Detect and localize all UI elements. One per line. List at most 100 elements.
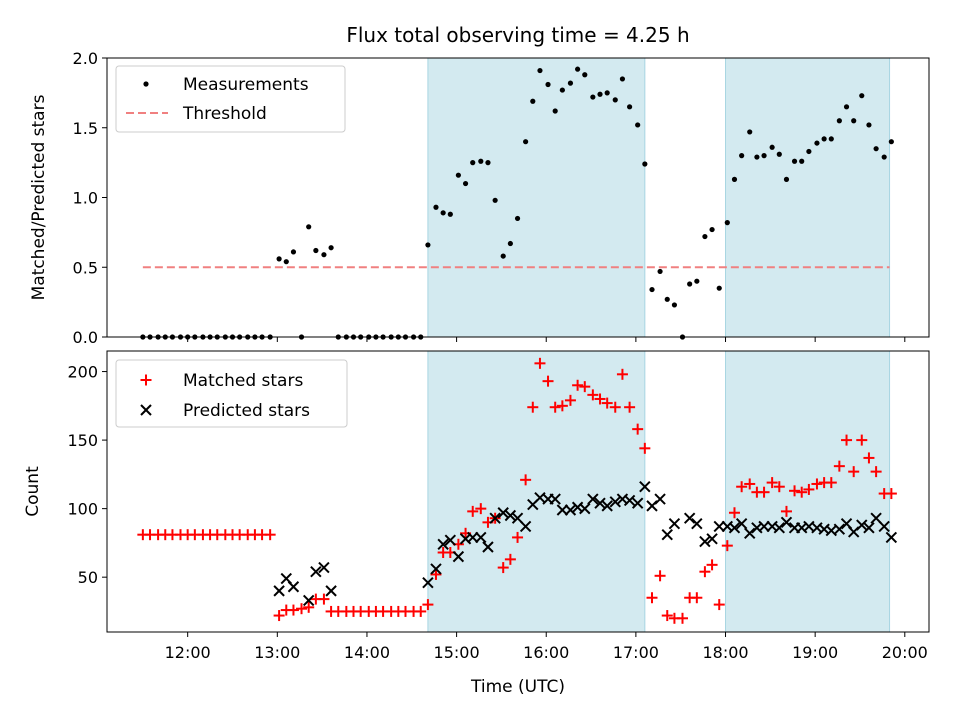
matched-star-point xyxy=(744,478,756,490)
measurement-point xyxy=(888,139,894,145)
measurement-point xyxy=(739,153,745,159)
measurement-point xyxy=(881,154,887,160)
predicted-star-point xyxy=(475,531,487,544)
matched-star-point xyxy=(833,460,845,472)
measurement-point xyxy=(828,136,834,142)
matched-star-point xyxy=(789,485,801,497)
y-tick-label: 1.5 xyxy=(73,119,98,138)
matched-star-point xyxy=(646,592,658,604)
measurement-point xyxy=(859,93,865,99)
matched-star-point xyxy=(825,477,837,489)
measurement-point xyxy=(462,180,469,187)
matched-star-point xyxy=(556,400,568,412)
measurement-point xyxy=(873,146,879,152)
predicted-star-point xyxy=(735,518,748,530)
measurement-point xyxy=(642,161,648,167)
measurement-point xyxy=(597,91,603,97)
matched-star-point xyxy=(475,503,487,515)
x-tick-label: 12:00 xyxy=(165,643,211,662)
measurement-point xyxy=(523,139,529,145)
measurement-point xyxy=(687,281,693,287)
matched-star-point xyxy=(594,393,606,405)
top-x-ticks xyxy=(187,337,906,342)
predicted-star-point xyxy=(631,497,644,509)
legend-marker-predicted xyxy=(140,404,152,416)
shaded-interval-2 xyxy=(725,57,891,338)
predicted-star-point xyxy=(549,493,561,505)
measurement-point xyxy=(559,87,565,93)
predicted-star-point xyxy=(273,585,285,597)
predicted-star-point xyxy=(587,493,599,505)
measurement-point xyxy=(783,176,790,182)
matched-star-point xyxy=(527,401,539,413)
measurement-point xyxy=(328,245,334,251)
matched-star-point xyxy=(542,375,554,387)
measurement-point xyxy=(507,240,513,247)
matched-star-point xyxy=(841,434,853,446)
measurement-point xyxy=(582,72,588,78)
predicted-star-point xyxy=(601,500,613,512)
predicted-star-point xyxy=(706,533,718,545)
measurement-point xyxy=(806,148,812,155)
measurement-point xyxy=(283,259,289,265)
x-tick-label: 14:00 xyxy=(344,643,390,662)
shaded-interval-2 xyxy=(725,350,891,633)
measurement-point xyxy=(657,268,663,275)
measurement-point xyxy=(567,80,574,86)
legend-box xyxy=(115,65,346,133)
measurement-point xyxy=(514,215,521,222)
predicted-star-point xyxy=(287,581,300,593)
matched-star-point xyxy=(661,610,673,622)
predicted-star-point xyxy=(639,480,651,493)
matched-star-point xyxy=(624,401,636,413)
measurement-point xyxy=(290,249,297,255)
matched-star-point xyxy=(885,488,897,500)
legend-marker-matched xyxy=(140,374,152,386)
predicted-star-point xyxy=(310,565,322,578)
predicted-star-point xyxy=(489,512,501,524)
measurement-point xyxy=(702,233,708,240)
bottom-shaded-intervals xyxy=(427,350,891,633)
ratio-panel: 0.00.51.01.52.0 Matched/Predicted stars … xyxy=(29,49,930,347)
bottom-y-axis-label: Count xyxy=(23,466,43,517)
matched-star-point xyxy=(870,466,882,478)
bottom-x-ticks: 12:00 13:00 14:00 15:00 16:00 17:00 18:00 19:00… xyxy=(165,632,928,662)
bottom-legend: Matched stars Predicted stars xyxy=(115,359,348,428)
matched-star-point xyxy=(430,568,442,580)
measurement-point xyxy=(552,108,558,114)
x-tick-label: 16:00 xyxy=(523,643,569,662)
matched-star-point xyxy=(706,559,718,571)
predicted-star-point xyxy=(744,527,756,540)
measurement-point xyxy=(635,122,641,128)
measurement-point xyxy=(821,136,827,142)
predicted-star-point xyxy=(519,520,532,533)
legend-label-predicted: Predicted stars xyxy=(183,401,310,421)
legend-box xyxy=(115,359,348,428)
x-tick-label: 20:00 xyxy=(882,643,928,662)
matched-star-point xyxy=(639,442,651,454)
matched-star-point xyxy=(856,434,868,446)
predicted-star-point xyxy=(728,522,741,534)
measurement-point xyxy=(604,90,610,96)
top-shaded-intervals xyxy=(427,57,891,338)
legend-label-measurements: Measurements xyxy=(183,75,309,95)
measurement-point xyxy=(649,286,655,293)
measurement-point xyxy=(851,118,857,124)
shaded-interval-1 xyxy=(427,350,646,633)
figure-title: Flux total observing time = 4.25 h xyxy=(346,23,689,47)
matched-star-point xyxy=(758,486,770,498)
matched-star-point xyxy=(318,593,330,605)
predicted-star-point xyxy=(302,594,315,607)
y-tick-label: 1.0 xyxy=(73,189,98,208)
matched-star-point xyxy=(287,604,299,616)
legend-label-matched: Matched stars xyxy=(183,371,303,391)
matched-star-point xyxy=(654,570,666,582)
matched-star-point xyxy=(534,357,546,369)
measurement-point xyxy=(537,67,543,74)
predicted-star-point xyxy=(325,585,337,597)
matched-star-point xyxy=(796,486,808,498)
top-y-axis-label: Matched/Predicted stars xyxy=(29,94,49,300)
measurement-point xyxy=(754,154,760,160)
predicted-star-point xyxy=(452,550,465,563)
measurement-point xyxy=(485,160,491,166)
